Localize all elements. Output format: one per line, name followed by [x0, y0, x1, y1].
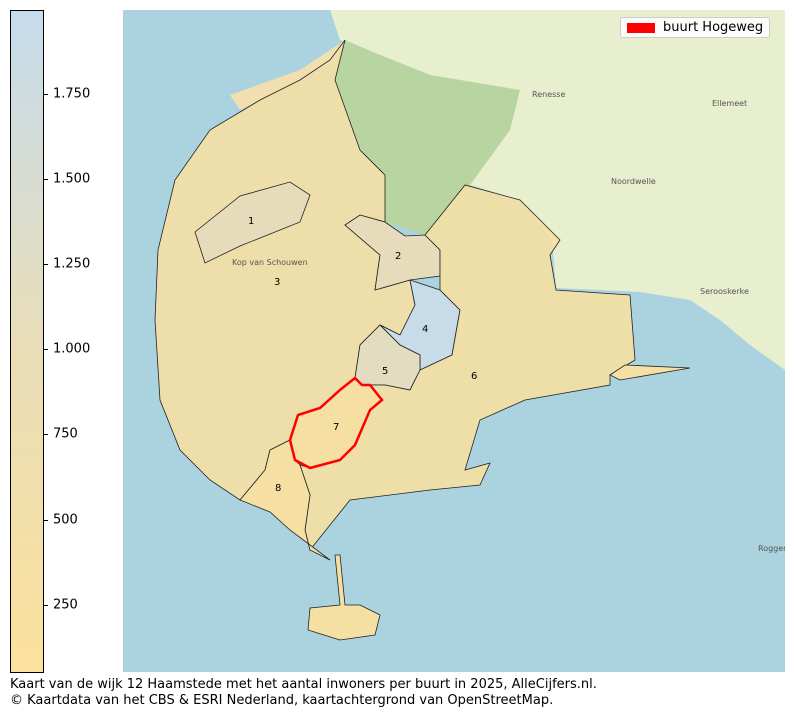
region-label: 5	[382, 366, 388, 377]
dam-island	[307, 554, 381, 641]
map[interactable]: 1 2 3 4 5 6 7 8 Renesse Noordwelle Ellem…	[123, 10, 785, 672]
colorbar-tick	[43, 94, 48, 95]
legend-swatch	[627, 22, 655, 33]
legend-label: buurt Hogeweg	[663, 20, 764, 35]
colorbar-tick-label: 250	[53, 597, 78, 613]
colorbar-tick-label: 1.000	[53, 341, 91, 357]
colorbar-tick	[43, 520, 48, 521]
colorbar-tick-label: 1.750	[53, 86, 91, 102]
caption-title: Kaart van de wijk 12 Haamstede met het a…	[10, 677, 597, 692]
region-label: 1	[248, 216, 254, 227]
place-label: Serooskerke	[700, 287, 749, 296]
region-label: 4	[422, 324, 428, 335]
place-label: Kop van Schouwen	[232, 258, 308, 267]
colorbar-tick-label: 1.250	[53, 256, 91, 272]
colorbar-tick	[43, 605, 48, 606]
colorbar-tick-label: 750	[53, 426, 78, 442]
place-label: Ellemeet	[712, 99, 747, 108]
colorbar-tick	[43, 264, 48, 265]
place-label: Roggenplaat	[758, 544, 785, 553]
colorbar-tick-label: 500	[53, 512, 78, 528]
caption-credits: © Kaartdata van het CBS & ESRI Nederland…	[10, 693, 554, 708]
colorbar-tick-label: 1.500	[53, 171, 91, 187]
legend: buurt Hogeweg	[620, 17, 771, 38]
harbor-pier	[609, 364, 691, 381]
colorbar-tick	[43, 349, 48, 350]
colorbar-tick	[43, 179, 48, 180]
region-label: 7	[333, 422, 339, 433]
region-label: 2	[395, 251, 401, 262]
region-7-hogeweg[interactable]	[288, 376, 384, 470]
region-label: 3	[274, 277, 280, 288]
beach	[230, 40, 345, 110]
place-label: Noordwelle	[611, 177, 656, 186]
region-label: 6	[471, 371, 477, 382]
colorbar-tick	[43, 434, 48, 435]
colorbar	[10, 10, 44, 673]
region-label: 8	[275, 483, 281, 494]
place-label: Renesse	[532, 90, 565, 99]
region-1[interactable]	[194, 181, 311, 264]
forest-area	[335, 40, 520, 235]
region-8[interactable]	[239, 439, 331, 561]
